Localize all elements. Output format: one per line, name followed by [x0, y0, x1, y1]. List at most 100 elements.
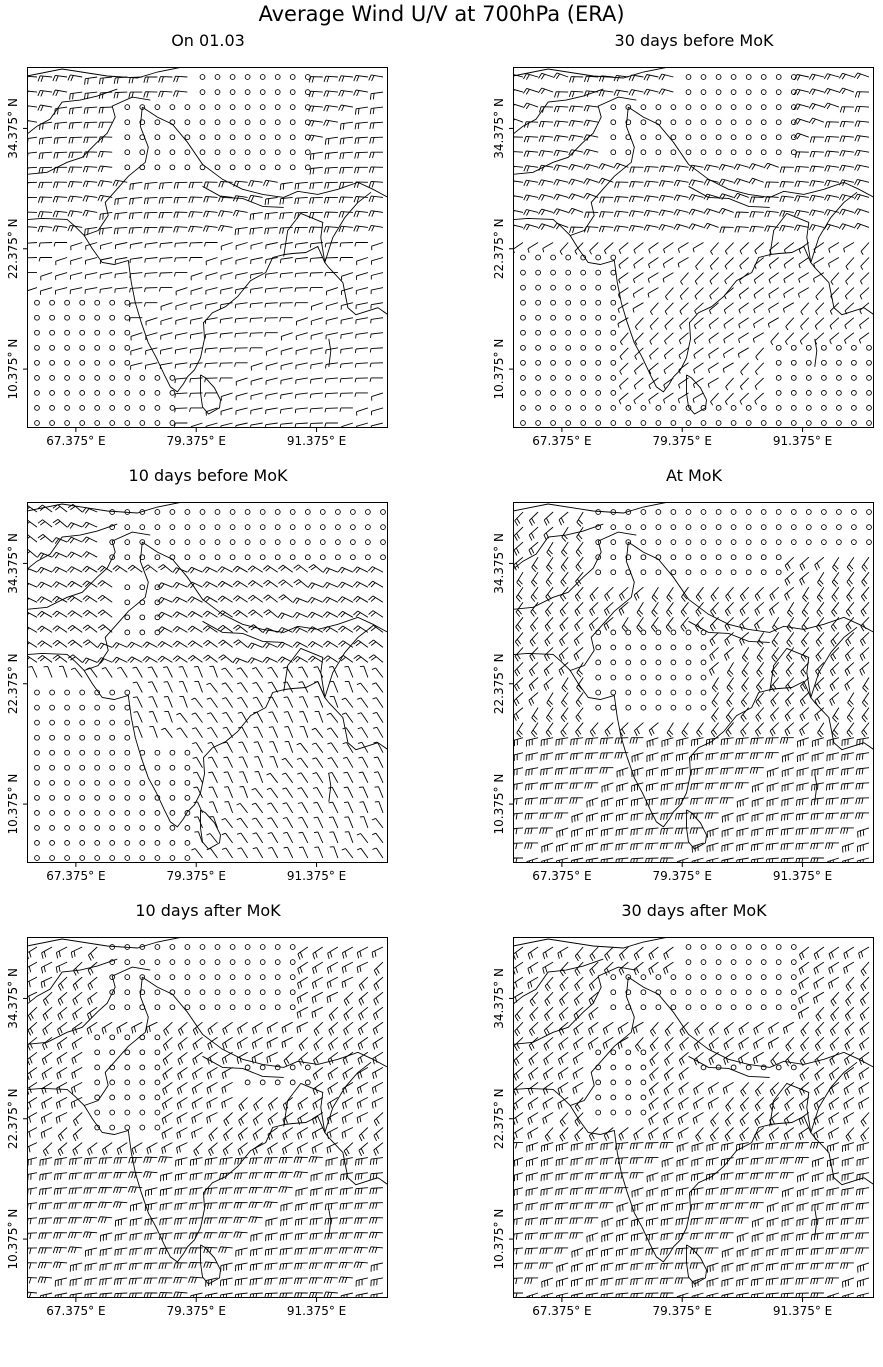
wind-barb: [143, 1292, 158, 1298]
wind-barb: [312, 1112, 324, 1125]
wind-barb: [619, 332, 629, 346]
map-panel: 10 days after MoK 67.375° E 79.375° E 91.37…: [6, 901, 487, 1367]
wind-barb: [741, 647, 750, 663]
wind-barb: [40, 976, 53, 989]
coastline: [324, 191, 372, 263]
wind-barb: [175, 302, 188, 311]
wind-barb: [845, 602, 855, 617]
wind-barb: [664, 302, 674, 315]
calm-circle: [851, 420, 857, 426]
wind-barb: [646, 737, 659, 748]
calm-circle: [836, 344, 842, 351]
wind-barb: [312, 786, 324, 799]
calm-circle: [730, 959, 737, 965]
calm-circle: [685, 659, 692, 666]
wind-barb: [513, 1187, 524, 1196]
calm-circle: [94, 749, 101, 756]
wind-barb: [353, 595, 369, 603]
wind-barb: [754, 392, 765, 405]
wind-barb: [236, 802, 248, 814]
calm-circle: [715, 554, 722, 561]
wind-barb: [68, 1217, 83, 1224]
calm-circle: [109, 989, 116, 996]
wind-barb: [355, 1157, 368, 1166]
wind-barb: [589, 961, 599, 976]
calm-circle: [550, 254, 556, 261]
calm-circle: [610, 329, 617, 336]
wind-barb: [751, 1247, 764, 1257]
x-tick-label: 67.375° E: [532, 869, 591, 883]
wind-barb: [144, 181, 158, 190]
wind-barb: [54, 287, 68, 295]
wind-barb: [189, 1187, 203, 1196]
wind-barb: [341, 1112, 354, 1124]
calm-circle: [685, 1004, 692, 1011]
wind-barb: [279, 317, 293, 322]
wind-barb: [557, 1097, 569, 1110]
wind-barb: [144, 287, 158, 293]
wind-barb: [599, 196, 614, 203]
calm-circle: [124, 539, 131, 545]
calm-circle: [169, 134, 176, 141]
wind-barb: [643, 74, 659, 81]
wind-barb: [219, 1277, 233, 1287]
calm-circle: [520, 390, 526, 396]
wind-barb: [52, 639, 68, 648]
calm-circle: [550, 329, 556, 336]
wind-barb: [571, 827, 584, 838]
wind-barb: [369, 1157, 384, 1166]
wind-barb: [325, 302, 339, 311]
wind-barb: [811, 782, 824, 791]
wind-barb: [70, 667, 83, 678]
wind-barb: [97, 609, 113, 618]
wind-barb: [568, 207, 584, 215]
wind-barb: [357, 847, 369, 859]
wind-barb: [310, 332, 323, 340]
calm-circle: [700, 420, 707, 426]
wind-barb: [356, 1097, 369, 1109]
wind-barb: [309, 242, 323, 248]
wind-barb: [573, 1021, 584, 1036]
wind-barb: [372, 1051, 384, 1065]
calm-circle: [790, 134, 797, 141]
wind-barb: [328, 1006, 339, 1021]
wind-barb: [719, 226, 734, 234]
wind-barb: [27, 1202, 38, 1210]
wind-barb: [659, 842, 674, 850]
wind-barb: [724, 242, 734, 255]
calm-circle: [109, 524, 116, 530]
wind-barb: [162, 1067, 173, 1081]
wind-barb: [710, 722, 719, 738]
wind-barb: [573, 647, 584, 661]
wind-barb: [815, 1006, 825, 1022]
calm-circle: [244, 524, 251, 530]
calm-circle: [805, 344, 812, 351]
calm-circle: [730, 509, 737, 515]
wind-barb: [204, 242, 218, 247]
wind-barb: [857, 1262, 870, 1273]
calm-circle: [595, 509, 602, 515]
wind-barb: [632, 272, 644, 284]
wind-barb: [556, 857, 569, 863]
coastline: [27, 977, 149, 1107]
calm-circle: [565, 254, 572, 261]
wind-barb: [133, 696, 143, 708]
wind-barb: [860, 257, 870, 270]
calm-circle: [745, 119, 752, 126]
calm-circle: [535, 390, 541, 396]
wind-barb: [721, 827, 734, 838]
wind-barb: [309, 1232, 323, 1240]
wind-barb: [630, 1292, 644, 1298]
coastline: [513, 67, 669, 79]
calm-circle: [64, 764, 70, 771]
wind-barb: [187, 596, 203, 603]
calm-circle: [289, 119, 296, 126]
wind-barb: [176, 1127, 188, 1139]
wind-barb: [267, 1142, 278, 1155]
calm-circle: [139, 794, 146, 801]
wind-barb: [71, 1067, 83, 1080]
calm-circle: [700, 74, 707, 80]
wind-barb: [661, 767, 674, 777]
wind-barb: [828, 1112, 840, 1125]
coastline: [27, 107, 149, 237]
